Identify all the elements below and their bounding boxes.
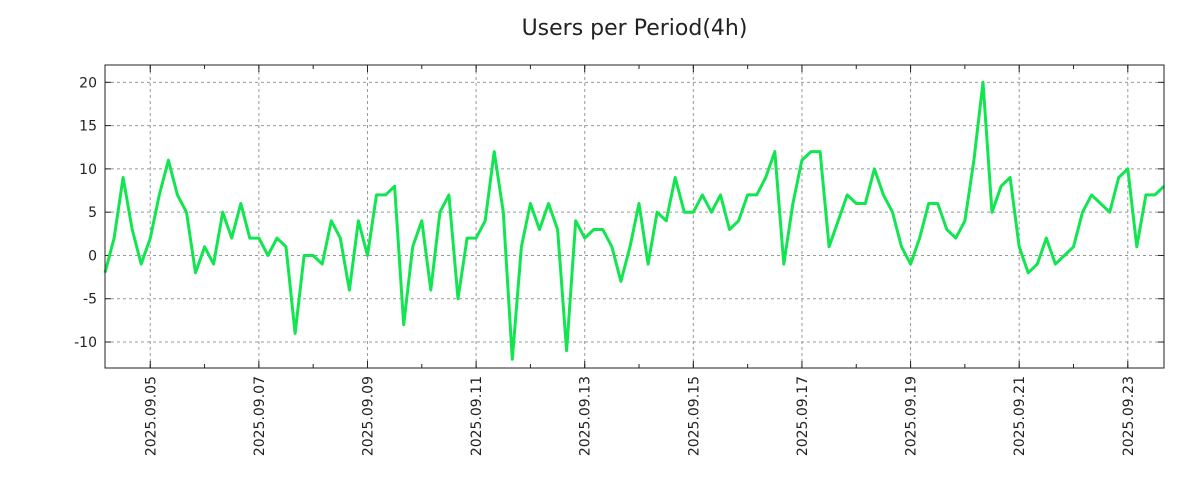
series-line-users <box>103 80 1166 361</box>
y-tick-label: 10 <box>79 162 97 178</box>
x-tick-label: 2025.09.17 <box>795 376 811 456</box>
x-tick-label: 2025.09.05 <box>143 376 159 456</box>
x-tick-label: 2025.09.15 <box>686 376 702 456</box>
x-tick-label: 2025.09.19 <box>904 376 920 456</box>
y-tick-label: -10 <box>74 335 97 351</box>
y-tick-label: 0 <box>88 248 97 264</box>
plot-frame <box>104 64 1165 369</box>
x-tick-label: 2025.09.23 <box>1121 376 1137 456</box>
x-tick-label: 2025.09.07 <box>252 376 268 456</box>
y-tick-label: 5 <box>88 205 97 221</box>
y-tick-label: 15 <box>79 119 97 135</box>
y-tick-label: -5 <box>83 292 97 308</box>
x-tick-label: 2025.09.11 <box>469 376 485 456</box>
y-tick-label: 20 <box>79 75 97 91</box>
x-tick-label: 2025.09.09 <box>360 376 376 456</box>
chart-title: Users per Period(4h) <box>521 16 748 41</box>
x-tick-label: 2025.09.21 <box>1012 376 1028 456</box>
x-tick-label: 2025.09.13 <box>578 376 594 456</box>
